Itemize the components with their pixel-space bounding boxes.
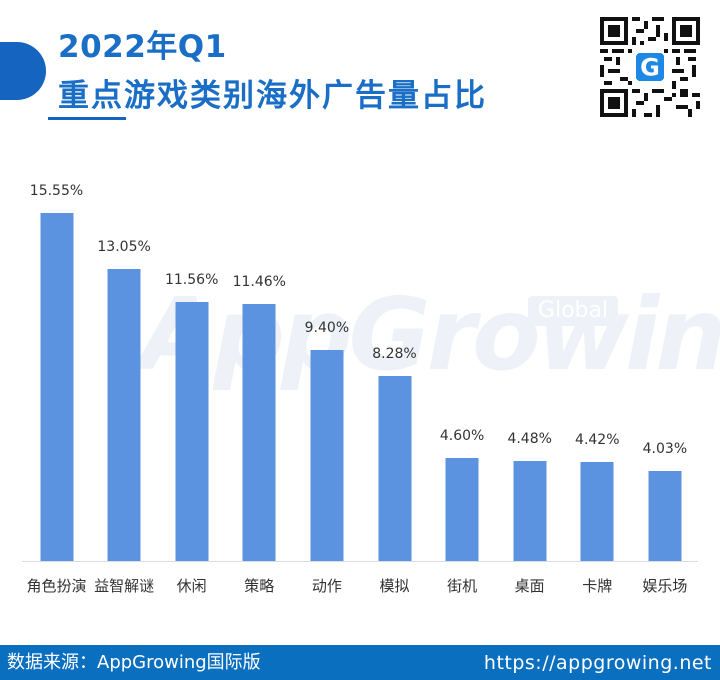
page-title-year: 2022年Q1	[58, 29, 227, 65]
bar-group: 9.40%	[293, 320, 361, 561]
x-axis-category-label: 桌面	[514, 577, 545, 595]
bar	[175, 302, 209, 561]
bar	[513, 461, 547, 561]
x-axis-category-label: 益智解谜	[94, 577, 155, 595]
data-source-label: 数据来源：AppGrowing国际版	[7, 652, 261, 673]
bar	[648, 471, 682, 561]
bar-group: 11.56%	[158, 272, 226, 561]
qr-code-icon: G	[600, 17, 700, 117]
bar-group: 8.28%	[361, 346, 429, 561]
bar	[580, 462, 614, 561]
title-underline	[48, 117, 126, 120]
bar-value-label: 4.60%	[439, 428, 485, 444]
footer-bar: 数据来源：AppGrowing国际版 https://appgrowing.ne…	[0, 645, 720, 680]
bar-value-label: 4.03%	[642, 441, 688, 457]
bar-group: 11.46%	[225, 274, 293, 561]
bar-group: 4.60%	[428, 428, 496, 561]
bar-value-label: 11.46%	[232, 274, 286, 290]
page-title: 重点游戏类别海外广告量占比	[58, 78, 487, 114]
x-axis-category-label: 角色扮演	[26, 577, 87, 595]
x-axis-category-label: 卡牌	[582, 577, 613, 595]
svg-text:G: G	[640, 53, 660, 81]
bar-value-label: 15.55%	[29, 183, 84, 199]
bar	[107, 269, 141, 561]
bar-value-label: 11.56%	[164, 272, 219, 288]
x-axis-category-label: 动作	[311, 577, 342, 595]
bar-value-label: 4.48%	[507, 431, 552, 447]
bar-value-label: 9.40%	[304, 320, 350, 336]
x-axis-line	[22, 561, 698, 562]
x-axis-category-label: 休闲	[176, 577, 207, 595]
bar-value-label: 13.05%	[97, 239, 151, 255]
bar	[378, 376, 411, 561]
bar	[242, 304, 276, 561]
bar	[310, 350, 344, 561]
bar	[40, 213, 73, 561]
bar-value-label: 8.28%	[372, 346, 417, 362]
bar-chart: 15.55% 角色扮演 13.05% 益智解谜 11.56% 休闲 11.46% 策略 9.40…	[22, 183, 699, 595]
bar-group: 4.42%	[563, 432, 631, 561]
bar	[445, 458, 479, 561]
bar-value-label: 4.42%	[575, 432, 620, 448]
title-accent-shape	[0, 42, 46, 100]
x-axis-category-label: 街机	[447, 577, 478, 595]
bar-group: 4.48%	[496, 431, 564, 561]
website-url: https://appgrowing.net	[483, 652, 712, 674]
x-axis-category-label: 娱乐场	[642, 577, 688, 595]
x-axis-category-label: 策略	[244, 577, 275, 595]
bar-group: 15.55%	[23, 183, 91, 561]
bar-group: 13.05%	[90, 239, 158, 561]
bar-group: 4.03%	[631, 441, 699, 561]
x-axis-category-label: 模拟	[379, 577, 410, 595]
watermark-badge: Global	[528, 296, 618, 326]
